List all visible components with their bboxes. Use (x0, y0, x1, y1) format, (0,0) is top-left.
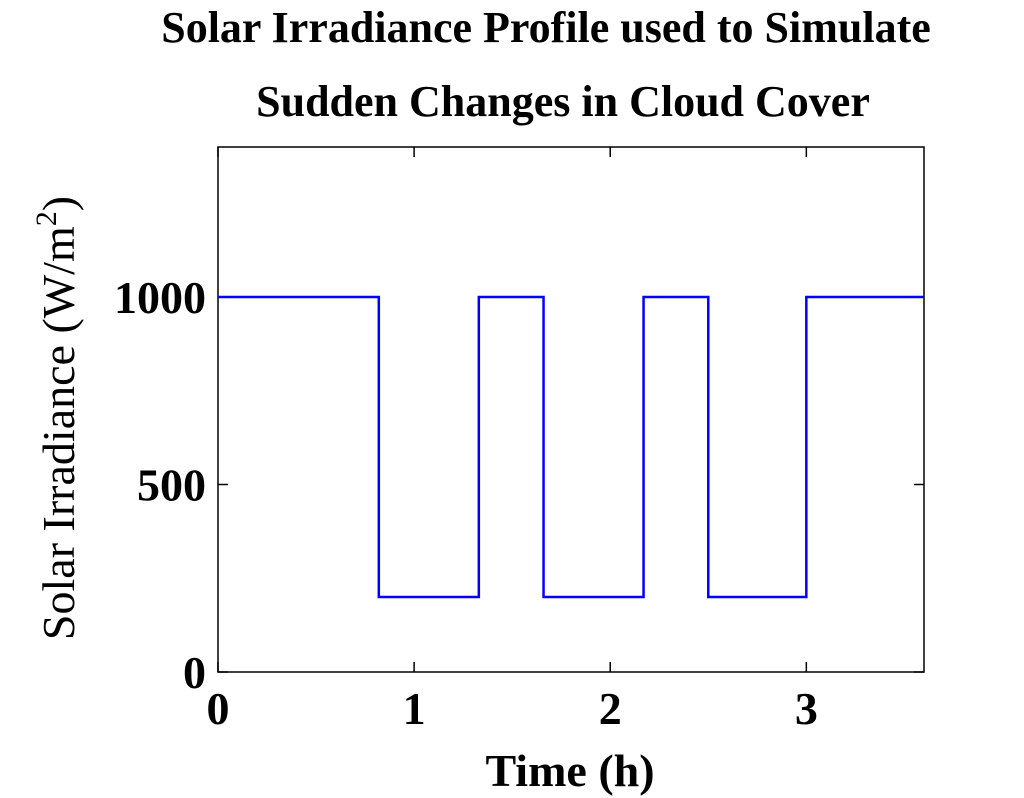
series-line (218, 295, 924, 599)
x-axis-ticks (217, 147, 808, 672)
x-axis-tick-labels: 0 1 2 3 (207, 683, 818, 734)
y-axis-tick-labels: 0 500 1000 (114, 272, 206, 698)
chart-title-line-2: Sudden Changes in Cloud Cover (256, 77, 870, 126)
y-axis-label-superscript: 2 (30, 211, 63, 226)
series-layer (218, 295, 924, 599)
x-tick-label: 3 (795, 683, 818, 734)
y-axis-ticks (218, 296, 924, 673)
chart-title-line-1: Solar Irradiance Profile used to Simulat… (161, 3, 931, 52)
y-axis-label-main: Solar Irradiance (W/m (33, 226, 84, 640)
y-tick-label: 500 (137, 460, 206, 511)
x-tick-label: 0 (207, 683, 230, 734)
y-axis-label: Solar Irradiance (W/m2) (30, 196, 84, 640)
x-axis-label: Time (h) (485, 745, 654, 796)
x-tick-label: 1 (403, 683, 426, 734)
x-tick-label: 2 (599, 683, 622, 734)
y-tick-label: 1000 (114, 272, 206, 323)
y-tick-label: 0 (183, 647, 206, 698)
y-axis-label-close: ) (33, 196, 84, 211)
plot-area (217, 146, 925, 673)
